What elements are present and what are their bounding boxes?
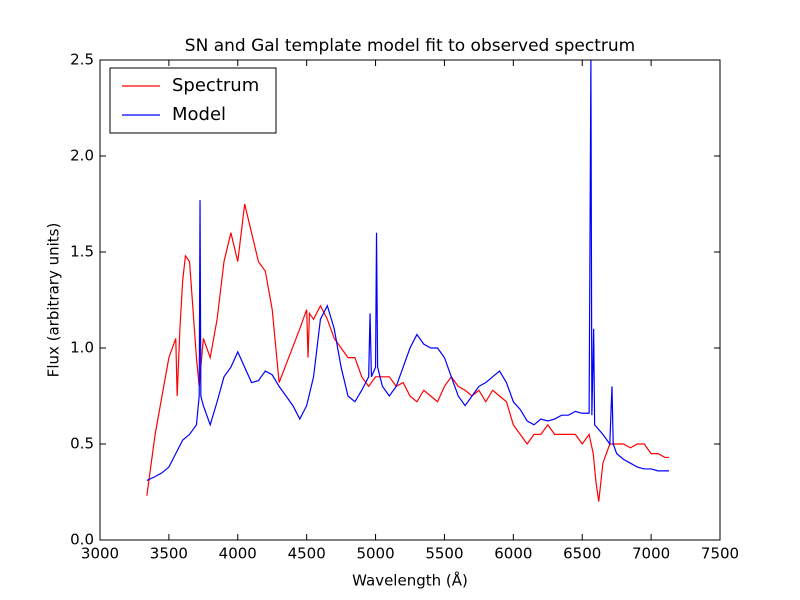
y-tick-label: 0.5: [70, 435, 94, 453]
y-tick-label: 1.5: [70, 243, 94, 261]
plot-area: [146, 59, 670, 502]
x-tick-label: 4500: [288, 545, 326, 563]
x-tick-label: 7000: [632, 545, 670, 563]
axes-frame: [99, 59, 721, 541]
y-tick-label: 2.5: [70, 51, 94, 69]
legend-label: Spectrum: [172, 75, 259, 96]
data-line: [146, 59, 670, 482]
x-tick-label: 3000: [81, 545, 119, 563]
x-tick-label: 7500: [701, 545, 739, 563]
y-tick-label: 2.0: [70, 147, 94, 165]
x-tick-label: 5000: [356, 545, 394, 563]
x-tick-label: 6500: [563, 545, 601, 563]
y-tick-label: 0.0: [70, 531, 94, 549]
chart-title: SN and Gal template model fit to observe…: [185, 36, 635, 56]
x-tick-label: 4000: [219, 545, 257, 563]
x-tick-label: 6000: [494, 545, 532, 563]
x-axis-label: Wavelength (Å): [352, 571, 468, 590]
legend-box: [109, 67, 277, 134]
x-tick-label: 3500: [150, 545, 188, 563]
legend-label: Model: [172, 104, 226, 125]
x-tick-label: 5500: [425, 545, 463, 563]
y-tick-label: 1.0: [70, 339, 94, 357]
y-axis-label: Flux (arbitrary units): [45, 223, 63, 378]
data-line: [146, 203, 670, 502]
